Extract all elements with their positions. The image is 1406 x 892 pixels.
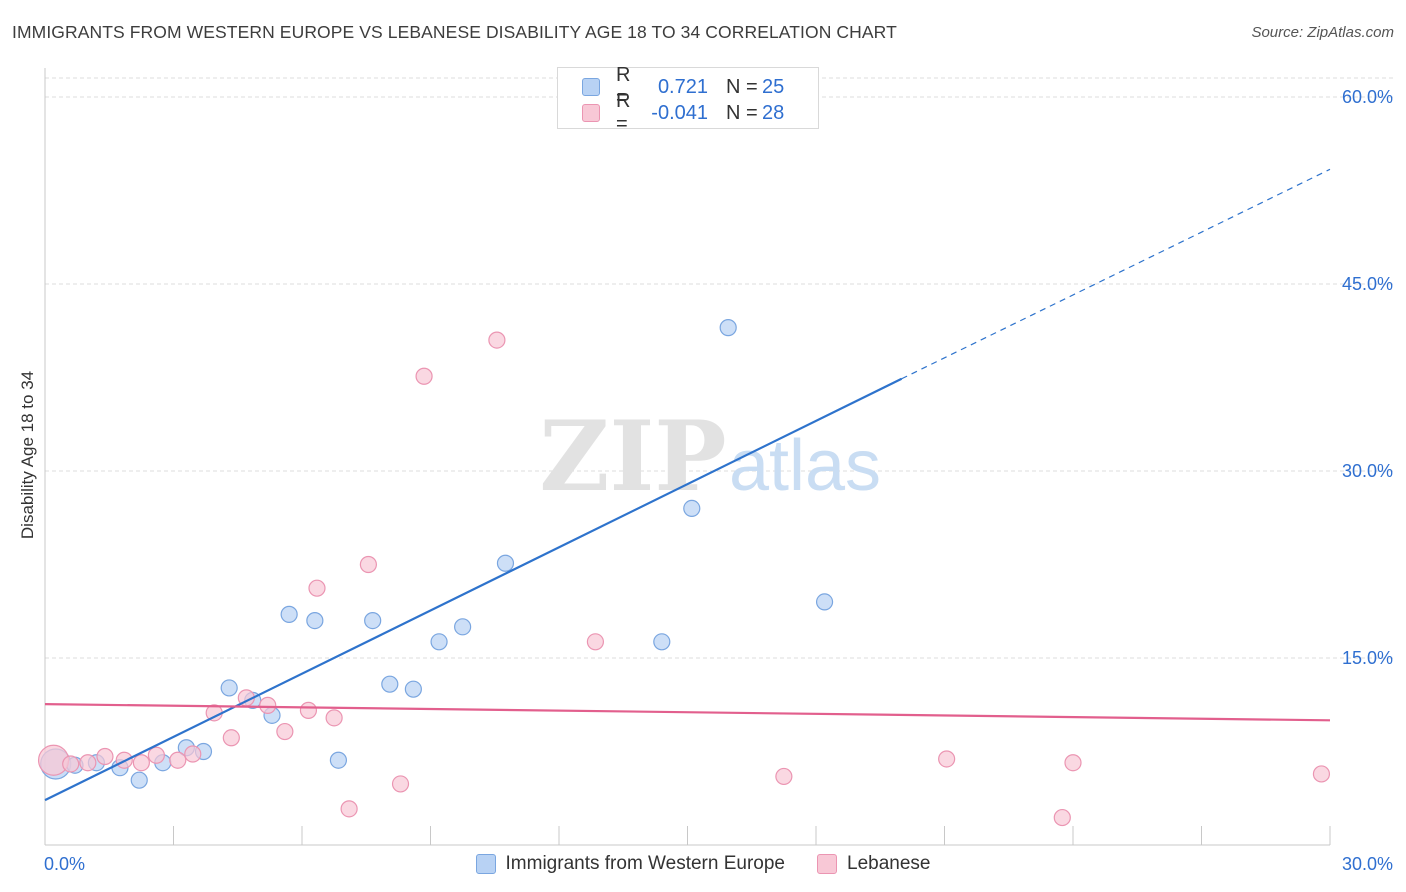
blue-swatch-icon — [582, 78, 600, 96]
point-lebanese — [586, 633, 605, 651]
x-tick-label: 0.0% — [44, 854, 85, 874]
axis-layer — [44, 68, 1331, 846]
y-tick-label: 15.0% — [1342, 648, 1393, 668]
y-tick-label: 30.0% — [1342, 461, 1393, 481]
source-label: Source: ZipAtlas.com — [1251, 24, 1394, 41]
point-lebanese — [1064, 754, 1082, 772]
point-western-europe — [454, 618, 472, 636]
y-tick-label: 45.0% — [1342, 274, 1393, 294]
point-lebanese — [79, 754, 97, 772]
point-lebanese — [359, 555, 377, 574]
point-western-europe — [430, 633, 448, 651]
n-value: 28 — [762, 101, 785, 124]
point-lebanese — [1312, 765, 1331, 783]
pink-swatch-icon — [817, 854, 837, 874]
point-western-europe — [815, 593, 834, 611]
x-tick-label: 30.0% — [1342, 854, 1393, 874]
point-lebanese — [96, 747, 114, 766]
point-lebanese — [259, 696, 277, 714]
point-lebanese — [62, 755, 80, 773]
point-lebanese — [391, 775, 410, 793]
n-label: N = — [726, 75, 758, 98]
points-layer — [37, 319, 1331, 827]
point-lebanese — [325, 709, 343, 727]
watermark: ZIP atlas — [539, 400, 881, 513]
point-western-europe — [220, 679, 238, 697]
point-western-europe — [280, 605, 298, 623]
stats-row-western-europe: R = 0.721 N = 25 — [582, 64, 785, 109]
point-western-europe — [404, 680, 422, 698]
point-lebanese — [1053, 808, 1071, 827]
stats-legend: R = 0.721 N = 25 R = -0.041 N = 28 — [557, 64, 819, 135]
point-western-europe — [329, 751, 348, 769]
r-value: 0.721 — [657, 75, 708, 98]
point-lebanese — [132, 754, 150, 772]
point-lebanese — [276, 722, 294, 741]
point-western-europe — [306, 611, 324, 630]
legend-label: Immigrants from Western Europe — [505, 853, 785, 874]
chart-title: IMMIGRANTS FROM WESTERN EUROPE VS LEBANE… — [12, 22, 897, 42]
stats-row-lebanese: R = -0.041 N = 28 — [582, 90, 785, 135]
r-value: -0.041 — [651, 101, 708, 124]
pink-swatch-icon — [582, 104, 600, 122]
point-lebanese — [775, 767, 793, 786]
point-western-europe — [683, 499, 701, 517]
watermark-atlas: atlas — [729, 426, 881, 506]
blue-swatch-icon — [475, 854, 496, 874]
y-tick-label: 60.0% — [1342, 87, 1393, 107]
point-lebanese — [222, 729, 240, 747]
legend-item-lebanese[interactable]: Lebanese — [817, 853, 930, 875]
point-western-europe — [496, 554, 515, 572]
point-lebanese — [488, 331, 506, 349]
point-lebanese — [415, 367, 433, 385]
point-western-europe — [130, 771, 148, 789]
r-label: R = — [616, 64, 631, 109]
point-western-europe — [364, 611, 382, 630]
point-lebanese — [299, 701, 318, 719]
point-lebanese — [308, 579, 326, 597]
r-label: R = — [616, 90, 631, 135]
point-lebanese — [340, 800, 358, 818]
grid-layer — [45, 77, 1395, 659]
n-value: 25 — [762, 75, 785, 98]
point-lebanese — [169, 751, 187, 769]
trend-line-extension-western-europe — [901, 168, 1331, 380]
point-lebanese — [184, 745, 202, 763]
trend-line-western-europe — [44, 377, 903, 802]
point-western-europe — [719, 319, 737, 337]
point-lebanese — [938, 750, 956, 768]
point-western-europe — [381, 675, 399, 693]
tick-label-layer: 15.0% 30.0% 45.0% 60.0% 0.0% 30.0% — [44, 87, 1393, 874]
point-western-europe — [653, 633, 671, 651]
n-label: N = — [726, 101, 758, 124]
watermark-zip: ZIP — [539, 400, 726, 513]
legend-item-western-europe[interactable]: Immigrants from Western Europe — [475, 853, 785, 875]
series-legend: Immigrants from Western Europe Lebanese — [0, 852, 1406, 876]
trend-layer — [44, 168, 1331, 802]
trend-line-lebanese — [44, 703, 1331, 722]
point-lebanese — [147, 746, 165, 764]
legend-label: Lebanese — [847, 853, 931, 874]
